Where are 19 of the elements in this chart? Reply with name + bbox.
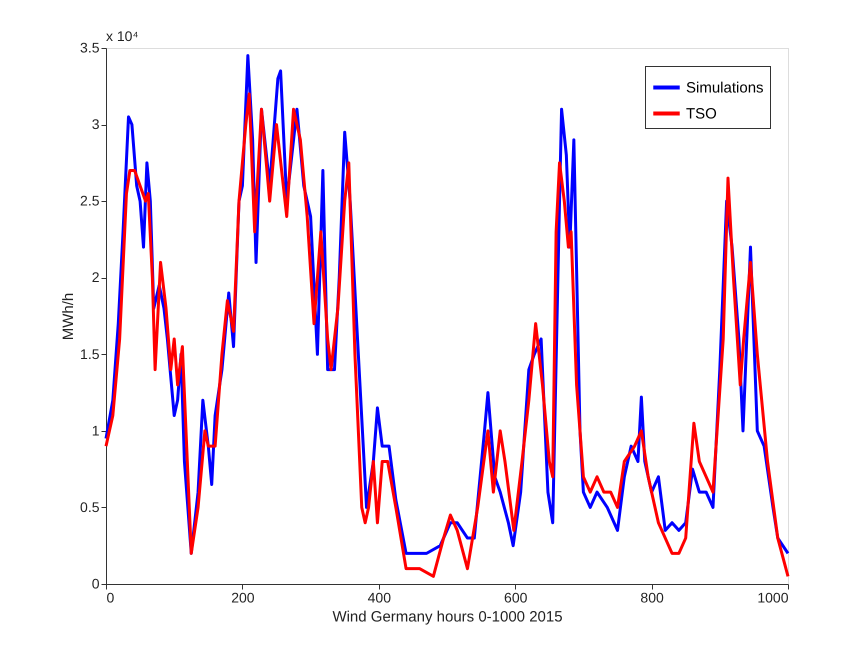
legend-label: TSO xyxy=(686,106,717,122)
text: x 10⁴ xyxy=(106,28,138,44)
x-axis-title: Wind Germany hours 0-1000 2015 xyxy=(332,608,563,626)
x-tick-label: 1000 xyxy=(757,590,789,606)
x-tick-label: 0 xyxy=(106,590,114,606)
legend-label: Simulations xyxy=(686,80,764,96)
y-tick-label: 3.5 xyxy=(80,40,100,56)
y-tick-label: 2 xyxy=(92,269,100,286)
y-tick-label: 0 xyxy=(92,576,100,592)
y-tick-label: 0.5 xyxy=(80,498,100,515)
y-tick-label: 2.5 xyxy=(80,192,100,209)
y-tick-label: 1 xyxy=(92,422,100,438)
y-tick-label: 1.5 xyxy=(80,346,100,362)
x-tick-label: 200 xyxy=(231,590,255,606)
x-tick-label: 400 xyxy=(368,590,392,606)
x-tick-label: 800 xyxy=(640,590,664,606)
y-axis-title: MWh/h xyxy=(60,292,78,340)
x-tick-label: 600 xyxy=(504,590,528,606)
y-tick-label: 3 xyxy=(92,116,100,132)
